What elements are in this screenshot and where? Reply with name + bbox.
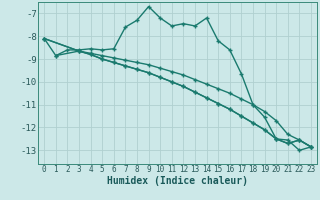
X-axis label: Humidex (Indice chaleur): Humidex (Indice chaleur) — [107, 176, 248, 186]
